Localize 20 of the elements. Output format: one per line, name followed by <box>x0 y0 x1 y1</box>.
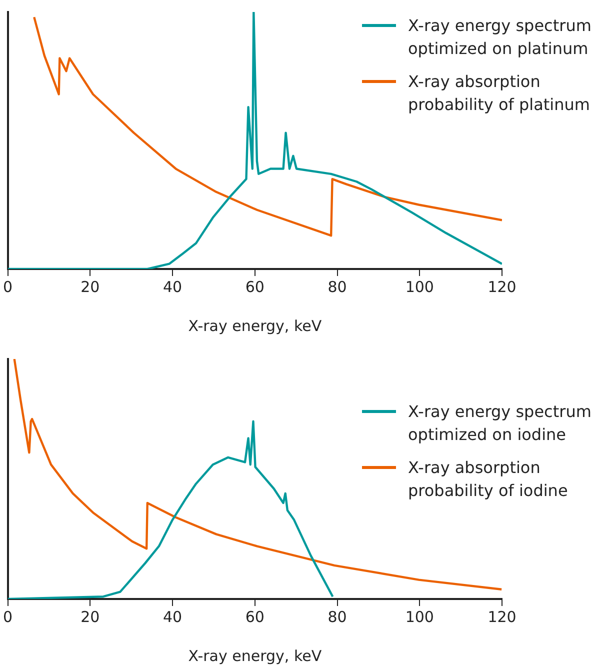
x-tick-label: 60 <box>245 608 264 626</box>
x-tick-label: 40 <box>162 608 182 626</box>
x-tick-label: 120 <box>488 608 516 626</box>
x-tick-label: 80 <box>328 608 347 626</box>
x-tick-label: 80 <box>328 278 347 296</box>
x-tick-label: 120 <box>488 278 516 296</box>
x-tick-label: 40 <box>162 278 182 296</box>
legend-label: X-ray energy spectrum optimized on iodine <box>408 401 592 446</box>
x-axis-title: X-ray energy, keV <box>188 646 322 665</box>
x-tick-label: 20 <box>80 278 100 296</box>
legend-label: X-ray absorption probability of iodine <box>408 457 569 502</box>
x-tick-label: 100 <box>405 278 434 296</box>
x-axis-title: X-ray energy, keV <box>188 316 322 335</box>
x-tick-label: 0 <box>3 608 13 626</box>
x-tick-label: 20 <box>80 608 100 626</box>
x-tick-label: 0 <box>3 278 13 296</box>
legend-label: X-ray energy spectrum optimized on platinum <box>408 15 592 60</box>
x-tick-label: 100 <box>405 608 434 626</box>
x-tick-label: 60 <box>245 278 264 296</box>
legend-label: X-ray absorption probability of platinum <box>408 71 591 116</box>
